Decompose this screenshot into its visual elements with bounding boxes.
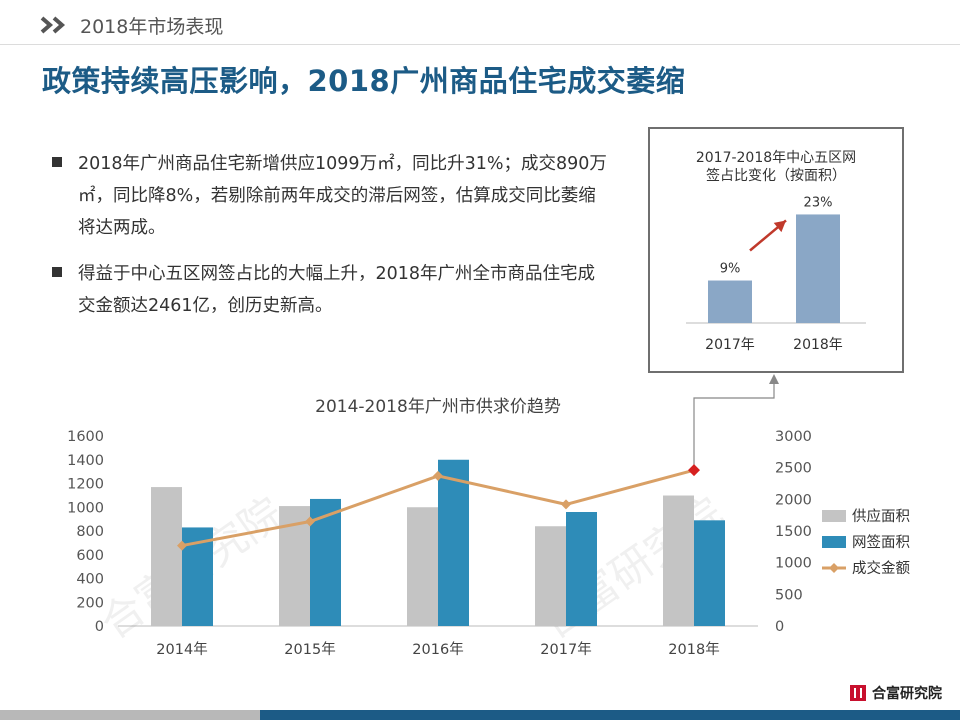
legend-label: 成交金额 [852, 559, 910, 577]
x-tick-label: 2017年 [540, 641, 591, 658]
line-point-marker [305, 516, 315, 527]
bullet-list: 2018年广州商品住宅新增供应1099万㎡，同比升31%；成交890万㎡，同比降… [52, 148, 612, 336]
line-point-marker [433, 470, 443, 481]
x-tick-label: 2015年 [284, 641, 335, 658]
footer-bar-gray [0, 710, 260, 720]
bar-supply [151, 487, 182, 626]
bar-supply [407, 507, 438, 626]
bar-supply [535, 526, 566, 626]
legend-marker-icon [829, 563, 839, 573]
y-right-tick-label: 1000 [775, 556, 812, 572]
y-right-tick-label: 3000 [775, 429, 812, 445]
inset-bar [796, 214, 840, 323]
line-point-marker [561, 499, 571, 510]
y-left-tick-label: 600 [76, 548, 104, 564]
y-right-tick-label: 2000 [775, 492, 812, 508]
line-point-marker [177, 540, 187, 551]
bullet-item: 得益于中心五区网签占比的大幅上升，2018年广州全市商品住宅成交金额达2461亿… [52, 258, 612, 322]
chart-title: 2014-2018年广州市供求价趋势 [315, 397, 561, 417]
y-right-tick-label: 2500 [775, 461, 812, 477]
y-left-tick-label: 1600 [67, 429, 104, 445]
bar-signed [310, 498, 341, 626]
brand-name: 合富研究院 [872, 686, 942, 702]
bullet-text: 得益于中心五区网签占比的大幅上升，2018年广州全市商品住宅成交金额达2461亿… [78, 264, 596, 316]
legend-swatch [822, 536, 846, 548]
y-right-tick-label: 0 [775, 619, 784, 635]
footer-bar-blue [260, 710, 960, 720]
bar-signed [566, 512, 597, 626]
main-chart: 2014-2018年广州市供求价趋势 0 200 400 600 800 1000 1200 1… [67, 397, 910, 658]
y-left-tick-label: 0 [95, 619, 104, 635]
y-left-tick-label: 1400 [67, 453, 104, 469]
brand-logo-icon [850, 685, 866, 701]
inset-chart: 9% 2017年 23% 2018年 [686, 195, 866, 353]
bullet-square-icon [52, 267, 62, 277]
inset-chart-panel: 2017-2018年中心五区网 签占比变化（按面积） 9% 2017年 23% 201… [648, 127, 904, 373]
footer-bar [0, 710, 960, 720]
legend-label: 供应面积 [852, 507, 910, 525]
legend-label: 网签面积 [852, 534, 910, 551]
y-left-tick-label: 1200 [67, 477, 104, 493]
header-divider [0, 44, 960, 45]
inset-title-line1: 2017-2018年中心五区网 [695, 150, 857, 166]
y-right-tick-label: 500 [775, 587, 803, 603]
legend-swatch [822, 510, 846, 522]
bullet-text: 2018年广州商品住宅新增供应1099万㎡，同比升31%；成交890万㎡，同比降… [78, 154, 607, 238]
y-left-tick-label: 800 [76, 524, 104, 540]
x-tick-label: 2018年 [668, 641, 719, 658]
bar-signed [694, 520, 725, 626]
bullet-square-icon [52, 157, 62, 167]
section-header: 2018年市场表现 [40, 10, 223, 40]
bar-signed [438, 459, 469, 626]
y-right-tick-label: 1500 [775, 524, 812, 540]
inset-category-label: 2018年 [793, 337, 843, 353]
page-title: 政策持续高压影响，2018广州商品住宅成交萎缩 [42, 64, 686, 98]
inset-chart-title: 2017-2018年中心五区网 签占比变化（按面积） [650, 149, 902, 185]
trend-arrow-icon [773, 220, 786, 233]
inset-data-label: 9% [720, 262, 741, 277]
section-label: 2018年市场表现 [80, 15, 224, 38]
inset-data-label: 23% [804, 195, 833, 210]
y-left-tick-label: 400 [76, 572, 104, 588]
y-left-tick-label: 200 [76, 595, 104, 611]
line-point-marker [688, 464, 700, 477]
double-chevron-icon [40, 16, 66, 34]
inset-category-label: 2017年 [705, 337, 755, 353]
inset-title-line2: 签占比变化（按面积） [706, 168, 846, 184]
y-left-tick-label: 1000 [67, 500, 104, 516]
bar-supply [663, 495, 694, 626]
x-tick-label: 2016年 [412, 641, 463, 658]
bullet-item: 2018年广州商品住宅新增供应1099万㎡，同比升31%；成交890万㎡，同比降… [52, 148, 612, 244]
inset-bar [708, 280, 752, 323]
x-tick-label: 2014年 [156, 641, 207, 658]
footer-brand: 合富研究院 [850, 683, 942, 703]
